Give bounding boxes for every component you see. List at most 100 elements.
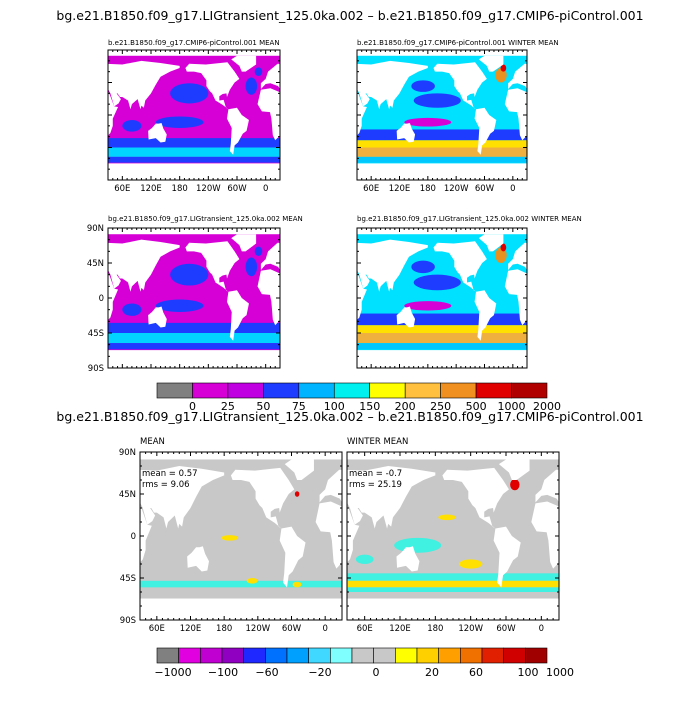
lon-label: 120E bbox=[140, 184, 162, 194]
band bbox=[357, 129, 527, 141]
band bbox=[357, 325, 527, 333]
colorbar-label: 20 bbox=[425, 666, 439, 679]
land bbox=[504, 269, 527, 326]
lon-label: 180 bbox=[172, 184, 188, 194]
colorbar-label: 1000 bbox=[498, 400, 526, 413]
land bbox=[140, 466, 225, 529]
patch bbox=[458, 559, 483, 569]
lon-label: 120E bbox=[180, 624, 202, 634]
colorbar-label: 0 bbox=[189, 400, 196, 413]
rms-annotation: rms = 9.06 bbox=[142, 480, 190, 490]
colorbar-label: 0 bbox=[373, 666, 380, 679]
lon-label: 120W bbox=[246, 624, 271, 634]
colorbar-label: 2000 bbox=[533, 400, 561, 413]
land bbox=[140, 506, 152, 563]
band bbox=[347, 587, 559, 592]
colorbar-label: −20 bbox=[308, 666, 331, 679]
land bbox=[185, 241, 240, 292]
panel-title: bg.e21.B1850.f09_g17.LIGtransient_125.0k… bbox=[108, 215, 303, 223]
colorbar-label: 150 bbox=[359, 400, 380, 413]
colorbar-box bbox=[265, 647, 288, 664]
colorbar-box bbox=[156, 647, 179, 664]
lat-label: 90N bbox=[87, 224, 104, 234]
land bbox=[148, 306, 167, 328]
panel-title: bg.e21.B1850.f09_g17.LIGtransient_125.0k… bbox=[357, 215, 582, 223]
land bbox=[108, 60, 180, 110]
land bbox=[260, 63, 280, 89]
lon-label: 60E bbox=[363, 184, 379, 194]
patch bbox=[355, 554, 374, 564]
land bbox=[508, 63, 527, 89]
patch bbox=[495, 247, 507, 263]
land bbox=[309, 56, 334, 72]
colorbar-label: 200 bbox=[395, 400, 416, 413]
colorbar-box bbox=[395, 647, 418, 664]
lon-label: 0 bbox=[539, 624, 544, 634]
colorbar-box bbox=[156, 382, 193, 399]
colorbar-box bbox=[178, 647, 201, 664]
arctic bbox=[108, 50, 280, 56]
antarctica bbox=[108, 163, 280, 180]
land bbox=[108, 239, 180, 292]
patch bbox=[413, 93, 461, 108]
lat-label: 90N bbox=[119, 448, 136, 458]
colorbar-label: −100 bbox=[208, 666, 238, 679]
colorbar-box bbox=[351, 647, 374, 664]
antarctica bbox=[357, 350, 527, 368]
band bbox=[108, 147, 280, 157]
colorbar-label: 50 bbox=[256, 400, 270, 413]
top-title: bg.e21.B1850.f09_g17.LIGtransient_125.0k… bbox=[56, 8, 643, 23]
colorbar-box bbox=[440, 382, 477, 399]
land bbox=[148, 122, 167, 143]
band bbox=[357, 156, 527, 163]
land bbox=[309, 234, 334, 251]
colorbar-label: 250 bbox=[430, 400, 451, 413]
land bbox=[108, 273, 119, 321]
lon-label: 60W bbox=[475, 184, 495, 194]
land bbox=[508, 242, 527, 270]
land bbox=[498, 459, 530, 480]
colorbar-box bbox=[200, 647, 223, 664]
colorbar-box bbox=[192, 382, 229, 399]
lat-label: 90S bbox=[88, 364, 104, 374]
land bbox=[478, 55, 504, 72]
antarctica bbox=[347, 598, 559, 620]
land bbox=[13, 62, 67, 109]
patch bbox=[413, 274, 461, 291]
colorbar-box bbox=[369, 382, 406, 399]
land bbox=[396, 546, 420, 572]
lat-label: 45S bbox=[120, 574, 136, 584]
panel-title: MEAN bbox=[140, 437, 165, 447]
colorbar-box bbox=[503, 647, 526, 664]
band bbox=[357, 333, 527, 344]
mean-annotation: mean = 0.57 bbox=[142, 469, 198, 479]
land bbox=[78, 527, 104, 588]
colorbar-label: 25 bbox=[221, 400, 235, 413]
colorbar-box bbox=[416, 647, 439, 664]
land bbox=[315, 501, 342, 569]
lon-label: 120W bbox=[444, 184, 469, 194]
land bbox=[357, 239, 428, 292]
patch bbox=[495, 68, 507, 83]
lon-label: 60E bbox=[114, 184, 130, 194]
patch bbox=[294, 491, 300, 497]
colorbar-box bbox=[286, 647, 309, 664]
land bbox=[474, 107, 497, 155]
patch bbox=[245, 257, 258, 277]
arctic bbox=[357, 50, 527, 56]
band bbox=[108, 322, 280, 333]
land bbox=[320, 123, 339, 143]
patch bbox=[246, 578, 258, 584]
land bbox=[567, 307, 585, 328]
land bbox=[279, 526, 306, 588]
patch bbox=[404, 301, 452, 311]
band bbox=[108, 156, 280, 163]
band bbox=[347, 580, 559, 588]
land bbox=[55, 108, 77, 155]
lat-label: 0 bbox=[131, 532, 136, 542]
colorbar-label: 60 bbox=[469, 666, 483, 679]
lon-label: 180 bbox=[427, 624, 443, 634]
colorbar-box bbox=[308, 647, 331, 664]
antarctica bbox=[357, 163, 527, 180]
colorbar-label: 500 bbox=[466, 400, 487, 413]
